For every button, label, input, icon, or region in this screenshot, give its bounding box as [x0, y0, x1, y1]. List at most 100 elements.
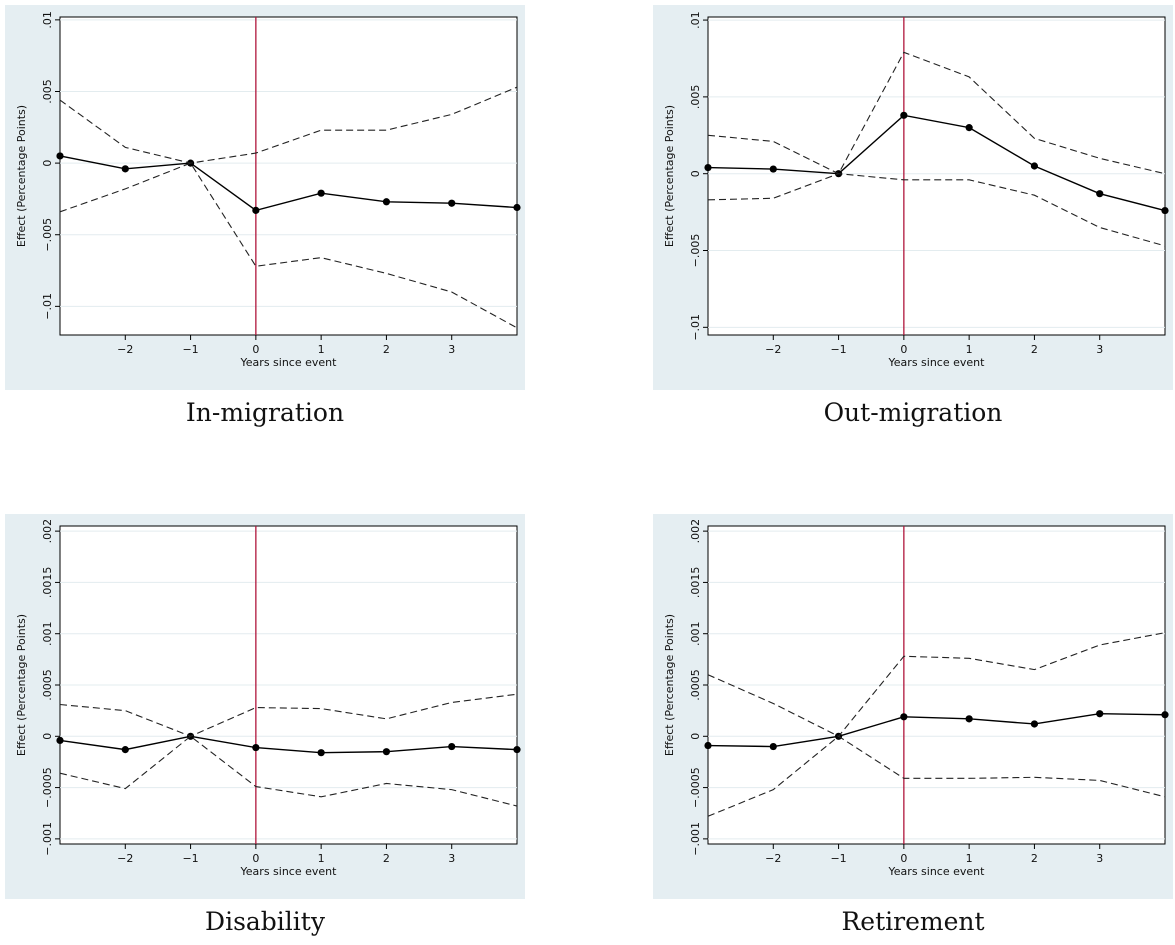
- ci-lower-line: [707, 173, 1166, 247]
- x-tick-label: −1: [830, 852, 846, 865]
- estimate-point: [121, 165, 129, 173]
- y-tick-label: .002: [689, 519, 702, 544]
- estimate-point: [56, 152, 64, 160]
- y-tick-label: .001: [41, 621, 54, 646]
- estimate-point: [769, 165, 777, 173]
- estimate-point: [1030, 162, 1039, 170]
- y-tick-label: .005: [41, 79, 54, 104]
- y-tick-label: −.0005: [41, 767, 54, 808]
- y-tick-label: −.001: [41, 822, 54, 856]
- y-axis-label: Effect (Percentage Points): [663, 614, 676, 756]
- estimate-point: [448, 742, 456, 751]
- y-tick-label: 0: [41, 733, 54, 740]
- x-tick-label: 0: [252, 343, 259, 356]
- x-axis-label: Years since event: [240, 356, 338, 369]
- estimate-point: [900, 713, 908, 721]
- y-tick-label: .001: [689, 621, 702, 646]
- y-tick-label: .0005: [41, 669, 54, 701]
- x-tick-label: −1: [830, 343, 846, 356]
- estimate-point: [1096, 710, 1104, 718]
- y-tick-label: 0: [689, 733, 702, 740]
- chart-in-migration: −.01 −.005 0 .005 .01 −2 −1 0 1 2 3 Years since eve…: [5, 5, 525, 390]
- chart-caption: In-migration: [185, 398, 345, 427]
- estimate-line: [707, 114, 1166, 212]
- x-tick-label: 2: [1031, 852, 1038, 865]
- estimate-point: [704, 741, 712, 750]
- y-tick-label: −.01: [689, 314, 702, 341]
- estimate-point: [252, 206, 260, 214]
- ci-lower-line: [707, 735, 1166, 817]
- x-tick-label: 1: [318, 343, 325, 356]
- y-tick-label: .0015: [689, 567, 702, 599]
- estimate-point: [1096, 190, 1104, 198]
- y-tick-label: .0015: [41, 567, 54, 599]
- x-tick-label: 1: [318, 852, 325, 865]
- estimate-point: [317, 189, 325, 197]
- chart-caption: Retirement: [841, 907, 985, 936]
- estimate-point: [252, 743, 260, 752]
- estimate-point: [704, 163, 712, 172]
- y-tick-label: .01: [41, 11, 54, 29]
- x-tick-label: 2: [1031, 343, 1038, 356]
- estimate-point: [1161, 711, 1169, 719]
- x-tick-label: 3: [448, 852, 455, 865]
- estimate-point: [382, 748, 391, 756]
- ci-lower-line: [59, 162, 518, 329]
- x-tick-label: 0: [900, 343, 907, 356]
- y-tick-label: .0005: [689, 669, 702, 701]
- y-tick-label: .005: [689, 85, 702, 110]
- estimate-point: [1030, 720, 1039, 728]
- estimate-point: [121, 746, 129, 754]
- x-tick-label: 1: [966, 852, 973, 865]
- x-tick-label: 2: [383, 852, 390, 865]
- panel-retirement: −.001 −.0005 0 .0005 .001 .0015 .002 −2 −1 0 1 2 3 Ye…: [653, 514, 1173, 944]
- estimate-point: [448, 199, 456, 207]
- chart-retirement: −.001 −.0005 0 .0005 .001 .0015 .002 −2 −1 0 1 2 3 Ye…: [653, 514, 1173, 899]
- x-tick-label: −2: [765, 852, 781, 865]
- y-axis-label: Effect (Percentage Points): [15, 105, 28, 247]
- ci-upper-line: [59, 693, 518, 737]
- y-tick-label: .002: [41, 519, 54, 544]
- y-axis-label: Effect (Percentage Points): [663, 105, 676, 247]
- panel-out-migration: −.01 −.005 0 .005 .01 −2 −1 0 1 2 3 Years since eve…: [653, 5, 1173, 465]
- estimate-point: [513, 203, 521, 212]
- estimate-line: [59, 735, 518, 754]
- x-tick-label: 3: [448, 343, 455, 356]
- ci-upper-line: [707, 51, 1166, 175]
- y-tick-label: .01: [689, 11, 702, 29]
- ci-lower-line: [59, 735, 518, 807]
- ci-upper-line: [59, 86, 518, 164]
- chart-out-migration: −.01 −.005 0 .005 .01 −2 −1 0 1 2 3 Years since eve…: [653, 5, 1173, 390]
- x-tick-label: −2: [117, 343, 133, 356]
- x-tick-label: 1: [966, 343, 973, 356]
- panel-in-migration: −.01 −.005 0 .005 .01 −2 −1 0 1 2 3 Years since eve…: [5, 5, 525, 465]
- estimate-point: [382, 198, 391, 206]
- estimate-point: [1161, 206, 1169, 215]
- y-tick-label: −.005: [689, 234, 702, 268]
- chart-disability: −.001 −.0005 0 .0005 .001 .0015 .002 −2 −1 0 1 2 3 Ye…: [5, 514, 525, 899]
- estimate-point: [965, 124, 973, 132]
- ci-upper-line: [707, 632, 1166, 737]
- x-tick-label: 3: [1096, 852, 1103, 865]
- x-tick-label: 0: [252, 852, 259, 865]
- x-tick-label: −1: [182, 852, 198, 865]
- panel-disability: −.001 −.0005 0 .0005 .001 .0015 .002 −2 −1 0 1 2 3 Ye…: [5, 514, 525, 944]
- x-axis-label: Years since event: [888, 865, 986, 878]
- chart-caption: Disability: [205, 907, 325, 936]
- x-tick-label: 3: [1096, 343, 1103, 356]
- y-tick-label: 0: [689, 170, 702, 177]
- estimate-line: [707, 713, 1166, 748]
- chart-caption: Out-migration: [823, 398, 1003, 427]
- estimate-point: [900, 111, 908, 119]
- plot-area: [707, 16, 1166, 336]
- x-axis-label: Years since event: [888, 356, 986, 369]
- estimate-point: [317, 749, 325, 757]
- x-tick-label: −2: [117, 852, 133, 865]
- y-tick-label: −.01: [41, 293, 54, 320]
- plot-area: [59, 16, 518, 336]
- y-tick-label: −.0005: [689, 767, 702, 808]
- x-tick-label: 0: [900, 852, 907, 865]
- y-axis-label: Effect (Percentage Points): [15, 614, 28, 756]
- x-tick-label: −1: [182, 343, 198, 356]
- y-tick-label: −.005: [41, 218, 54, 252]
